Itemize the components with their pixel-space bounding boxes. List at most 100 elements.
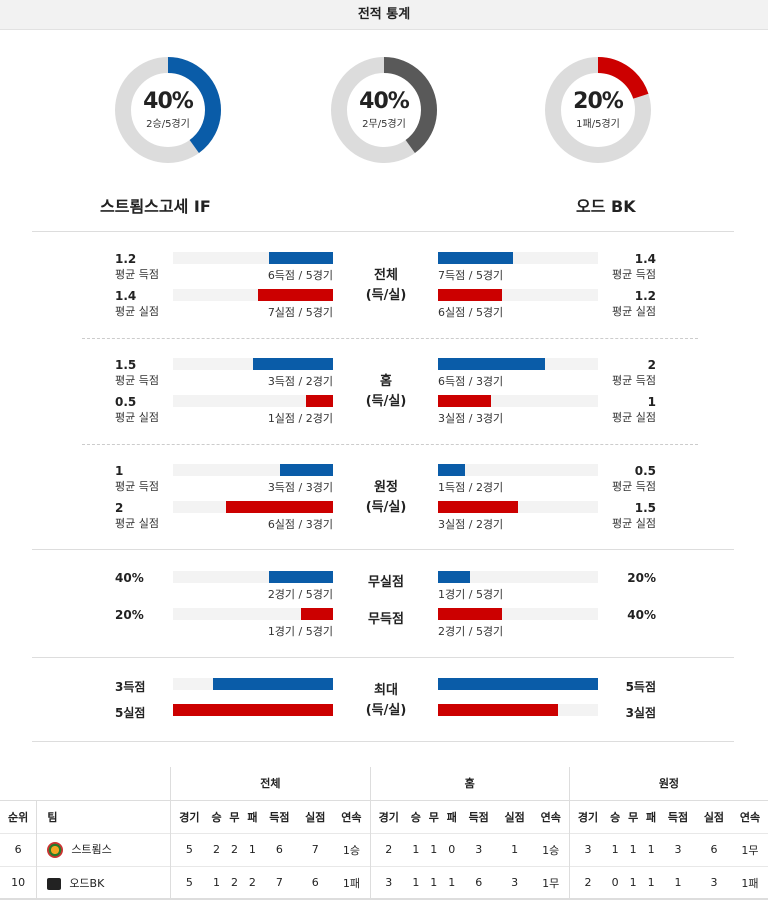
left-bar-track xyxy=(173,571,333,583)
right-bar-track xyxy=(438,395,598,407)
section-label-line: (득/실) xyxy=(365,288,407,303)
table-cell: 5 xyxy=(170,865,208,899)
donut-arc xyxy=(331,57,437,163)
left-value: 1.2 xyxy=(115,252,137,266)
left-value: 2 xyxy=(115,501,124,515)
right-max: 5득점 xyxy=(625,680,656,694)
page-header: 전적 통계 xyxy=(0,0,768,30)
right-bar-label: 3실점 / 2경기 xyxy=(438,518,504,531)
header-title: 전적 통계 xyxy=(357,7,411,22)
right-value: 1.5 xyxy=(634,501,656,515)
table-cell: 1 xyxy=(642,832,661,866)
column-header: 경기 xyxy=(369,800,407,833)
divider xyxy=(32,549,734,550)
column-header: 실점 xyxy=(305,810,326,824)
left-bar-track xyxy=(173,501,333,513)
draw-donut-chart xyxy=(331,57,437,163)
table-cell: 7 xyxy=(297,832,334,866)
column-header: 팀 xyxy=(36,800,171,833)
left-label: 평균 실점 xyxy=(115,411,159,424)
column-header: 승 xyxy=(610,810,621,824)
right-value: 2 xyxy=(647,358,656,372)
left-bar-track xyxy=(173,704,333,716)
table-cell: 1 xyxy=(207,865,226,899)
column-header: 실점 xyxy=(504,810,525,824)
section-label-line: 홈 xyxy=(380,374,392,389)
table-cell: 1 xyxy=(442,865,461,899)
right-label: 평균 득점 xyxy=(612,374,656,387)
section-label-line: (득/실) xyxy=(365,394,407,409)
win-donut: 40% 2승/5경기 xyxy=(113,55,223,165)
right-bar-track xyxy=(438,608,598,620)
group-header-total: 전체 xyxy=(170,767,371,800)
right-bar-label: 7득점 / 5경기 xyxy=(438,269,504,282)
right-bar xyxy=(438,289,502,301)
table-row[interactable]: 6 스트룀스 5 2 2 1 6 7 1승 2 1 1 0 3 1 1승 3 1 1 1 3 6 1무 xyxy=(0,832,768,866)
left-value: 0.5 xyxy=(115,395,137,409)
left-bar-track xyxy=(173,289,333,301)
table-cell: 1승 xyxy=(333,832,371,866)
table-cell: 3 xyxy=(568,832,607,866)
team-name[interactable]: 스트룀스 xyxy=(71,843,112,856)
table-cell: 1 xyxy=(660,865,696,899)
dashed-divider xyxy=(82,444,698,445)
column-header: 경기 xyxy=(568,800,607,833)
right-bar xyxy=(438,704,558,716)
row-label: 무득점 xyxy=(368,612,404,627)
left-bar-label: 1경기 / 5경기 xyxy=(267,625,333,638)
table-cell: 1무 xyxy=(731,832,768,866)
left-max: 5실점 xyxy=(115,706,146,720)
left-bar-track xyxy=(173,358,333,370)
right-max: 3실점 xyxy=(625,706,656,720)
left-bar-label: 1실점 / 2경기 xyxy=(267,412,333,425)
column-header: 연속 xyxy=(739,810,761,824)
table-cell: 1 xyxy=(406,865,425,899)
table-bottom-border xyxy=(0,898,768,900)
section-label-line: 최대 xyxy=(374,683,398,698)
team-name[interactable]: 오드BK xyxy=(69,876,105,890)
left-bar xyxy=(301,608,333,620)
table-cell: 2 xyxy=(369,832,407,866)
team-cell: 오드BK xyxy=(36,865,171,899)
table-cell: 2 xyxy=(568,865,607,899)
right-pct: 20% xyxy=(627,571,656,585)
table-row[interactable]: 10 오드BK 5 1 2 2 7 6 1패 3 1 1 1 6 3 1무 2 0 1 1 1 3 1패 xyxy=(0,865,768,899)
left-bar xyxy=(269,571,333,583)
left-bar xyxy=(269,252,333,264)
left-bar-track xyxy=(173,464,333,476)
left-bar xyxy=(225,501,333,513)
right-label: 평균 실점 xyxy=(612,305,656,318)
section-label: 원정 (득/실) xyxy=(340,478,432,518)
loss-donut: 20% 1패/5경기 xyxy=(543,55,653,165)
standings-table: 전체 홈 원정 순위 팀 경기 승 무 패 득점 실점 연속 경기 승 무 패 득점 실점 연속 경기 승 무 패 득점… xyxy=(0,767,768,899)
column-header: 무 xyxy=(229,810,240,824)
right-bar-label: 2경기 / 5경기 xyxy=(438,625,504,638)
right-bar-label: 1득점 / 2경기 xyxy=(438,481,504,494)
column-header: 연속 xyxy=(540,810,561,824)
left-bar-label: 3득점 / 2경기 xyxy=(267,375,333,388)
column-header: 득점 xyxy=(468,810,489,824)
table-cell: 6 xyxy=(261,832,298,866)
table-cell: 1승 xyxy=(532,832,570,866)
column-header: 패 xyxy=(247,810,258,824)
right-bar xyxy=(438,464,466,476)
right-value: 0.5 xyxy=(634,464,656,478)
right-bar xyxy=(438,678,598,690)
right-bar-label: 6득점 / 3경기 xyxy=(438,375,504,388)
left-bar-label: 7실점 / 5경기 xyxy=(267,306,333,319)
table-cell: 6 xyxy=(460,865,497,899)
table-cell: 1패 xyxy=(731,865,768,899)
column-header: 무 xyxy=(628,810,639,824)
left-bar xyxy=(173,704,333,716)
group-header-away: 원정 xyxy=(568,767,768,800)
loss-donut-chart xyxy=(545,57,651,163)
left-label: 평균 실점 xyxy=(115,305,159,318)
table-cell: 1 xyxy=(496,832,533,866)
right-bar xyxy=(438,571,470,583)
section-label: 홈 (득/실) xyxy=(340,372,432,412)
table-cell: 7 xyxy=(261,865,298,899)
left-bar xyxy=(213,678,333,690)
left-bar-track xyxy=(173,678,333,690)
home-team-name: 스트룀스고세 IF xyxy=(100,197,211,216)
table-cell: 1 xyxy=(243,832,262,866)
